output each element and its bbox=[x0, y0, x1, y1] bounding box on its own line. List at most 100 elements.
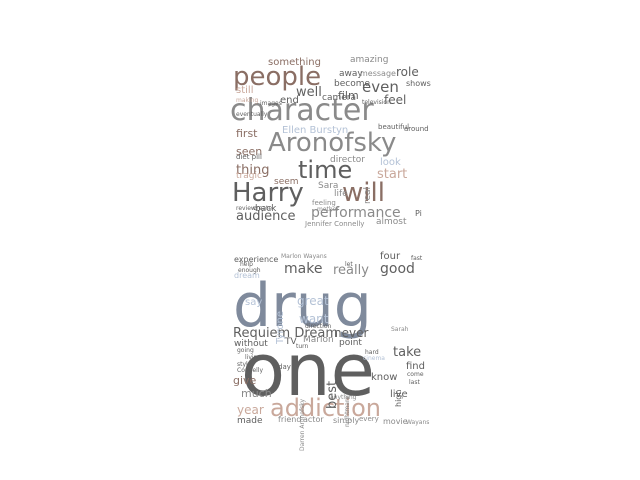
word-direction: direction bbox=[305, 323, 332, 330]
word-really: really bbox=[333, 263, 369, 278]
word-four: four bbox=[380, 251, 401, 262]
word-cinema: cinema bbox=[363, 355, 385, 362]
word-experience: experience bbox=[234, 255, 279, 264]
word-made: made bbox=[237, 416, 263, 426]
word-create: create bbox=[253, 205, 273, 212]
word-message: message bbox=[360, 69, 396, 78]
word-beautiful: beautiful bbox=[378, 123, 410, 131]
word-role: role bbox=[396, 65, 419, 79]
word-high: high bbox=[394, 389, 403, 408]
word-come: come bbox=[407, 371, 424, 378]
word-give: give bbox=[233, 374, 257, 387]
bottom-word-cloud bbox=[228, 243, 424, 429]
word-will: will bbox=[342, 178, 385, 208]
word-help: help bbox=[240, 261, 253, 268]
word-fast: fast bbox=[411, 255, 423, 262]
word-tv: TV bbox=[285, 337, 297, 347]
word-every: every bbox=[359, 415, 379, 423]
word-television: television bbox=[362, 99, 391, 106]
word-live: live bbox=[390, 389, 408, 400]
word-friend: friend bbox=[278, 415, 302, 424]
word-sarah: Sarah bbox=[391, 326, 409, 333]
word-end: end bbox=[280, 95, 299, 106]
word-making: making bbox=[236, 97, 259, 104]
word-simply: simply bbox=[333, 416, 360, 425]
word-year: year bbox=[237, 403, 264, 417]
word-last: last bbox=[409, 379, 420, 386]
word-camera: camera bbox=[322, 93, 356, 103]
word-become: become bbox=[334, 79, 371, 89]
word-one: one bbox=[241, 328, 375, 412]
word-thing: thing bbox=[236, 163, 270, 178]
word-harry: Harry bbox=[232, 178, 304, 208]
word-life: life bbox=[334, 189, 348, 199]
word-marion: Marion bbox=[303, 335, 334, 345]
word-feeling: feeling bbox=[312, 199, 336, 207]
word-point: point bbox=[339, 338, 362, 348]
word-almost: almost bbox=[376, 217, 407, 227]
word-say: say bbox=[245, 297, 263, 308]
word-without: without bbox=[234, 339, 268, 349]
word-turn: turn bbox=[296, 343, 309, 350]
word-film: film bbox=[338, 89, 359, 102]
word-away: away bbox=[339, 69, 363, 79]
word-eventually: eventually bbox=[236, 111, 268, 118]
word-still: still bbox=[236, 85, 254, 96]
word-make: make bbox=[284, 261, 323, 277]
word-time: time bbox=[298, 156, 353, 184]
word-something: something bbox=[268, 57, 321, 68]
word-character: character bbox=[230, 93, 374, 128]
word-know: know bbox=[371, 372, 398, 383]
word-start: start bbox=[377, 167, 408, 182]
word-director: director bbox=[330, 155, 365, 165]
word-back: back bbox=[255, 204, 277, 214]
word-sara: Sara bbox=[318, 181, 339, 191]
word-jennifer-connelly: Jennifer Connelly bbox=[305, 220, 365, 228]
word-hard: hard bbox=[365, 349, 379, 356]
word-tyrone: Tyrone bbox=[275, 311, 286, 345]
word-diet-pill: diet pill bbox=[236, 153, 262, 161]
word-never: never bbox=[334, 326, 369, 340]
word-look: look bbox=[380, 157, 401, 168]
word-wayans: Wayans bbox=[406, 419, 430, 426]
word-connelly: Connelly bbox=[237, 367, 264, 374]
word-much: much bbox=[241, 387, 272, 400]
word-seen: seen bbox=[236, 145, 263, 158]
word-ellen-burstyn: Ellen Burstyn bbox=[282, 125, 349, 136]
word-anything: anything bbox=[330, 394, 357, 401]
word-aronofsky: Aronofsky bbox=[268, 128, 397, 158]
word-well: well bbox=[296, 85, 322, 100]
word-want: want bbox=[299, 312, 329, 326]
word-tragic: tragic bbox=[236, 171, 262, 181]
word-around: around bbox=[404, 125, 429, 133]
word-even: even bbox=[362, 78, 399, 96]
word-review: review bbox=[236, 205, 256, 212]
word-mother: mother bbox=[317, 206, 339, 213]
word-actor: actor bbox=[303, 415, 324, 424]
word-audience: audience bbox=[236, 209, 296, 224]
word-feel: feel bbox=[384, 93, 407, 107]
word-images: images bbox=[260, 100, 282, 107]
word-performance: performance bbox=[311, 205, 401, 221]
word-real: real bbox=[363, 187, 373, 205]
word-great: great bbox=[297, 294, 329, 308]
word-marlon-wayans: Marlon Wayans bbox=[281, 253, 327, 260]
word-good: good bbox=[380, 261, 415, 277]
word-day: day bbox=[278, 363, 291, 371]
word-let: let bbox=[345, 261, 353, 268]
word-find: find bbox=[406, 361, 425, 372]
word-take: take bbox=[393, 345, 422, 360]
top-word-cloud bbox=[228, 55, 424, 231]
word-style: style bbox=[237, 361, 252, 368]
word-going: going bbox=[237, 347, 254, 354]
word-drug: drug bbox=[233, 271, 372, 341]
word-shows: shows bbox=[406, 79, 431, 88]
word-pi: Pi bbox=[415, 209, 422, 218]
word-first: first bbox=[236, 127, 258, 140]
word-requiem-dream: Requiem Dream bbox=[233, 326, 339, 341]
word-movie: movie bbox=[383, 417, 408, 426]
word-dream: dream bbox=[234, 271, 260, 280]
word-living: living bbox=[245, 354, 262, 361]
word-seem: seem bbox=[274, 177, 299, 187]
